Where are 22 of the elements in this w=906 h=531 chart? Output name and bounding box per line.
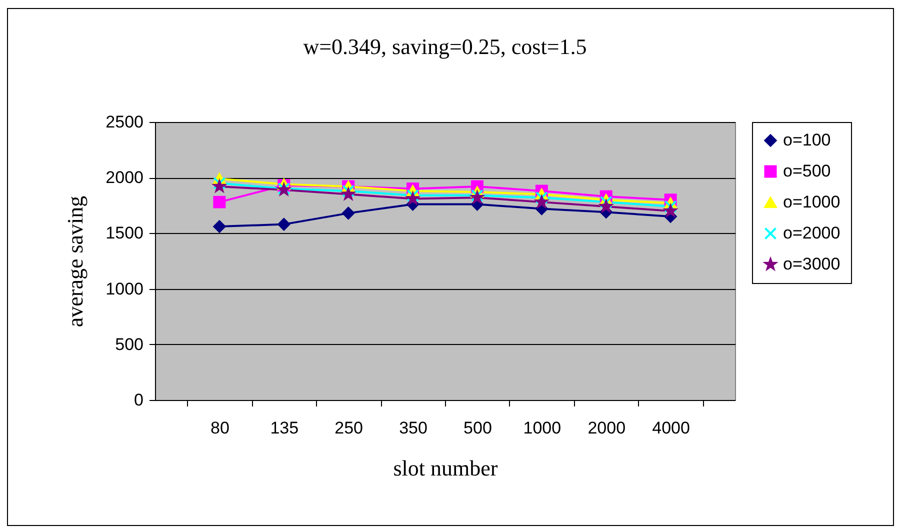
legend-label: o=100 <box>783 130 831 150</box>
x-tick-label: 500 <box>464 418 492 438</box>
y-tick-label: 1000 <box>106 279 144 298</box>
x-tick-label: 4000 <box>652 418 690 438</box>
legend-label: o=1000 <box>783 192 840 212</box>
y-tick-label: 500 <box>115 334 144 354</box>
x-tick-label: 80 <box>210 418 230 438</box>
y-axis-title: average saving <box>62 196 88 328</box>
legend-label: o=2000 <box>783 224 840 242</box>
x-tick-label: 2000 <box>588 418 626 438</box>
legend-label: o=500 <box>783 162 831 180</box>
y-tick-label: 2000 <box>106 168 144 188</box>
y-tick-label: 0 <box>134 390 144 410</box>
chart-title: w=0.349, saving=0.25, cost=1.5 <box>303 34 587 59</box>
x-tick-label: 250 <box>334 418 364 438</box>
y-tick-label: 2500 <box>106 112 144 132</box>
x-axis-title: slot number <box>393 456 498 480</box>
x-tick-label: 350 <box>399 418 428 438</box>
legend-label: o=3000 <box>783 254 840 274</box>
x-tick-label: 135 <box>270 418 299 438</box>
x-tick-label: 1000 <box>523 418 562 438</box>
y-tick-label: 1500 <box>106 224 144 243</box>
